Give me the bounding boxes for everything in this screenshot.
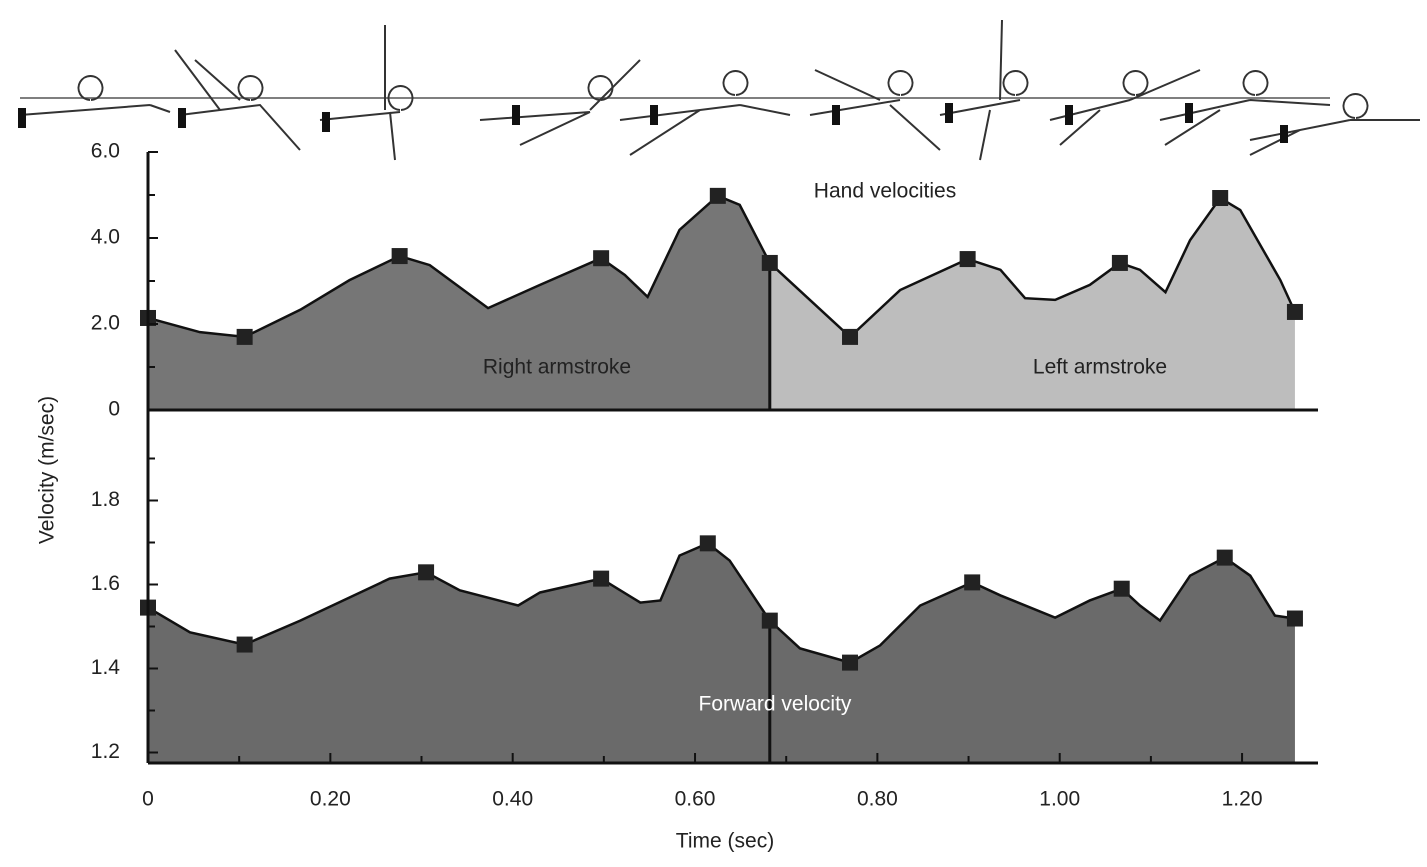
marker	[842, 328, 859, 345]
marker	[1113, 580, 1130, 597]
x-tick-label: 0.60	[675, 788, 716, 811]
y-tick-label: 1.2	[91, 740, 120, 763]
x-tick-label: 0.40	[492, 788, 533, 811]
x-tick-label: 0.20	[310, 788, 351, 811]
x-tick-label: 0	[142, 788, 154, 811]
y-tick-label: 1.8	[91, 488, 120, 511]
marker	[761, 612, 778, 629]
annotation: Right armstroke	[483, 356, 631, 379]
marker	[1286, 610, 1303, 627]
marker	[699, 535, 716, 552]
marker	[1216, 549, 1233, 566]
annotation: Left armstroke	[1033, 356, 1167, 379]
marker	[761, 254, 778, 271]
y-tick-label: 0	[108, 398, 120, 421]
marker	[959, 251, 976, 268]
x-tick-label: 1.00	[1039, 788, 1080, 811]
marker	[391, 248, 408, 265]
x-axis-label: Time (sec)	[676, 830, 774, 853]
x-tick-label: 1.20	[1222, 788, 1263, 811]
x-tick-label: 0.80	[857, 788, 898, 811]
y-tick-label: 4.0	[91, 226, 120, 249]
chart-title: Hand velocities	[814, 180, 956, 203]
marker	[964, 574, 981, 591]
marker	[1286, 303, 1303, 320]
swimmer-illustration	[18, 19, 1420, 161]
marker	[1212, 190, 1229, 207]
marker	[842, 654, 859, 671]
marker	[1111, 254, 1128, 271]
y-tick-label: 2.0	[91, 312, 120, 335]
y-tick-label: 1.4	[91, 656, 121, 679]
marker	[593, 570, 610, 587]
area	[148, 195, 1295, 410]
y-axis-label: Velocity (m/sec)	[36, 396, 59, 544]
marker	[593, 250, 610, 267]
marker	[418, 564, 435, 581]
marker	[709, 187, 726, 204]
y-tick-label: 1.6	[91, 572, 120, 595]
area	[148, 543, 1295, 763]
marker	[236, 328, 253, 345]
chart-title: Forward velocity	[699, 693, 852, 716]
y-tick-label: 6.0	[91, 140, 120, 163]
marker	[236, 636, 253, 653]
